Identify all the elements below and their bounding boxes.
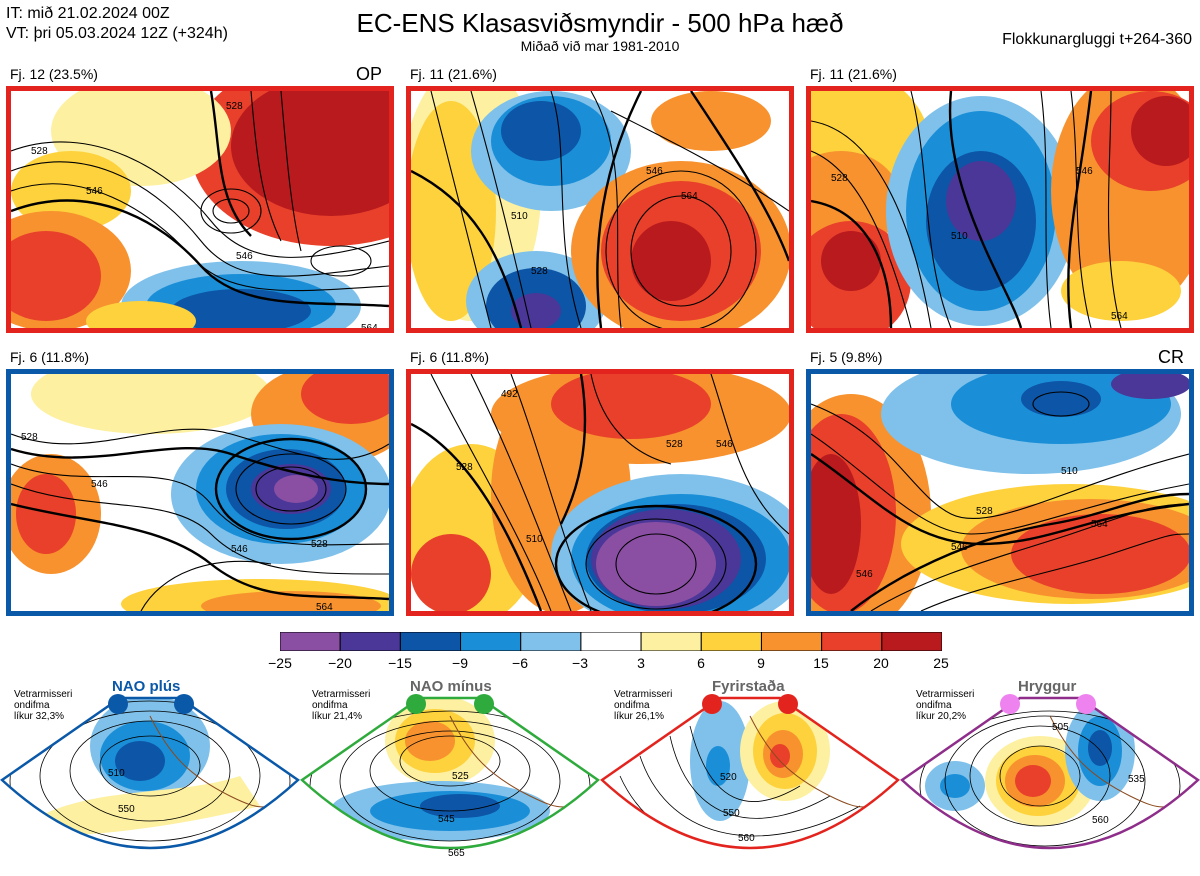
cluster-map-3: 528 510 546 564	[806, 86, 1194, 333]
contour-label: 528	[831, 173, 848, 184]
valid-time: VT: þri 05.03.2024 12Z (+324h)	[6, 25, 228, 42]
contour-label: 546	[91, 479, 108, 490]
colorbar-tick: 3	[637, 655, 645, 671]
cluster-map-1: 528 546 546 528 564	[6, 86, 394, 333]
contour-label: 510	[108, 768, 125, 779]
regime-nao-minus: NAO mínus Vetrarmisseri ondifma líkur 21…	[300, 676, 600, 871]
regime-blocking: Fyrirstaða Vetrarmisseri ondifma líkur 2…	[600, 676, 900, 871]
contour-label: 546	[236, 251, 253, 262]
contour-label: 564	[1091, 519, 1108, 530]
contour-label: 492	[501, 389, 518, 400]
colorbar-ticks: −25 −20 −15 −9 −6 −3 3 6 9 15 20 25	[268, 655, 949, 673]
colorbar-cell	[881, 631, 943, 652]
contour-label: 528	[456, 462, 473, 473]
regime-note: Vetrarmisseri ondifma líkur 32,3%	[14, 689, 73, 722]
contour-label: 546	[1076, 166, 1093, 177]
colorbar-tick: −25	[268, 655, 292, 671]
contour-label: 546	[646, 166, 663, 177]
colorbar-tick: 9	[757, 655, 765, 671]
contour-label: 510	[1061, 466, 1078, 477]
contour-label: 528	[226, 101, 243, 112]
regime-ridge: Hryggur Vetrarmisseri ondifma líkur 20,2…	[900, 676, 1200, 871]
regime-note: Vetrarmisseri ondifma líkur 20,2%	[916, 689, 975, 722]
contour-label: 528	[976, 506, 993, 517]
panel-6-label: Fj. 5 (9.8%)	[810, 349, 883, 365]
contour-label: 546	[951, 542, 968, 553]
regime-title: NAO mínus	[410, 678, 492, 695]
header-times: IT: mið 21.02.2024 00Z VT: þri 05.03.202…	[6, 4, 228, 44]
colorbar-cell	[460, 631, 522, 652]
contour-label: 546	[856, 569, 873, 580]
colorbar-tick: 25	[933, 655, 949, 671]
colorbar-tick: 20	[873, 655, 889, 671]
colorbar-tick: −6	[512, 655, 528, 671]
colorbar-tick: −3	[572, 655, 588, 671]
contour-label: 528	[311, 539, 328, 550]
page-subtitle: Miðað við mar 1981-2010	[520, 38, 680, 54]
contour-label: 564	[316, 602, 333, 613]
contour-label: 545	[438, 814, 455, 825]
contour-label: 528	[531, 266, 548, 277]
colorbar-tick: 6	[697, 655, 705, 671]
colorbar-cell	[580, 631, 642, 652]
contour-label: 560	[738, 833, 755, 844]
init-time: IT: mið 21.02.2024 00Z	[6, 5, 170, 22]
colorbar	[279, 631, 943, 652]
colorbar-cell	[700, 631, 762, 652]
page-title: EC-ENS Klasasviðsmyndir - 500 hPa hæð	[356, 8, 844, 38]
contour-label: 546	[86, 186, 103, 197]
colorbar-tick: −20	[328, 655, 352, 671]
regime-title: Hryggur	[1018, 678, 1077, 695]
contour-label: 546	[231, 544, 248, 555]
colorbar-cell	[339, 631, 401, 652]
regime-title: NAO plús	[112, 678, 181, 695]
regime-nao-plus: NAO plús Vetrarmisseri ondifma líkur 32,…	[0, 676, 300, 871]
colorbar-cell	[640, 631, 702, 652]
panel-6-tag: CR	[1158, 347, 1184, 367]
contour-label: 550	[723, 808, 740, 819]
cluster-map-2: 510 546 564 528	[406, 86, 794, 333]
regime-note: Vetrarmisseri ondifma líkur 21,4%	[312, 689, 371, 722]
colorbar-cell	[279, 631, 341, 652]
contour-label: 535	[1128, 774, 1145, 785]
contour-label: 528	[31, 146, 48, 157]
colorbar-cell	[760, 631, 823, 652]
contour-label: 505	[1052, 722, 1069, 733]
cluster-map-5: 492 528 510 528 546	[406, 369, 794, 616]
regime-title: Fyrirstaða	[712, 678, 785, 695]
panel-4-label: Fj. 6 (11.8%)	[10, 349, 90, 365]
contour-label: 550	[118, 804, 135, 815]
contour-label: 546	[716, 439, 733, 450]
panel-1-tag: OP	[356, 64, 383, 84]
colorbar-cell	[520, 631, 582, 652]
classification-window: Flokkunargluggi t+264-360	[1002, 31, 1192, 48]
contour-label: 510	[526, 534, 543, 545]
panel-5-label: Fj. 6 (11.8%)	[410, 349, 490, 365]
regime-note: Vetrarmisseri ondifma líkur 26,1%	[614, 689, 673, 722]
panel-2-label: Fj. 11 (21.6%)	[410, 66, 497, 82]
contour-label: 564	[681, 191, 698, 202]
colorbar-tick: −9	[452, 655, 468, 671]
contour-label: 510	[951, 231, 968, 242]
colorbar-tick: 15	[813, 655, 829, 671]
contour-label: 520	[720, 772, 737, 783]
panel-3-label: Fj. 11 (21.6%)	[810, 66, 897, 82]
contour-label: 565	[448, 848, 465, 859]
contour-label: 560	[1092, 815, 1109, 826]
contour-label: 510	[511, 211, 528, 222]
cluster-map-6: 510 528 546 564 546	[806, 369, 1194, 616]
cluster-map-4: 528 546 546 528 564	[6, 369, 394, 616]
contour-label: 564	[361, 323, 378, 333]
contour-label: 528	[21, 432, 38, 443]
contour-label: 525	[452, 771, 469, 782]
panel-1-label: Fj. 12 (23.5%)	[10, 66, 98, 82]
colorbar-cell	[821, 631, 883, 652]
contour-label: 564	[1111, 311, 1128, 322]
colorbar-tick: −15	[388, 655, 412, 671]
colorbar-cell	[399, 631, 462, 652]
contour-label: 528	[666, 439, 683, 450]
